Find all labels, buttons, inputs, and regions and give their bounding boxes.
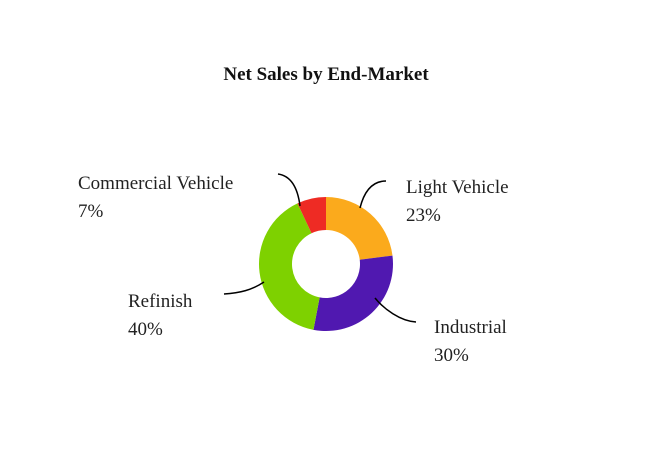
slice-refinish [259,203,320,330]
leader-line-industrial [374,297,417,323]
leader-line-refinish [223,281,265,295]
label-light-vehicle: Light Vehicle [406,177,509,198]
slice-industrial [313,255,393,331]
label-commercial-vehicle: Commercial Vehicle [78,173,233,194]
value-label-light-vehicle: 23% [406,205,441,226]
value-label-refinish: 40% [128,319,163,340]
slice-commercial-vehicle [297,197,326,234]
chart-title: Net Sales by End-Market [223,64,429,85]
value-label-industrial: 30% [434,345,469,366]
leader-line-light-vehicle [359,180,387,209]
slice-light-vehicle [326,197,393,260]
label-refinish: Refinish [128,291,193,312]
label-industrial: Industrial [434,317,507,338]
leader-line-commercial-vehicle [277,173,301,207]
leader-lines-group [223,173,417,323]
slice-labels-group: Light Vehicle 23% Industrial 30% Refinish 40%… [78,173,509,366]
value-label-commercial-vehicle: 7% [78,201,104,222]
slices-group [259,197,393,331]
